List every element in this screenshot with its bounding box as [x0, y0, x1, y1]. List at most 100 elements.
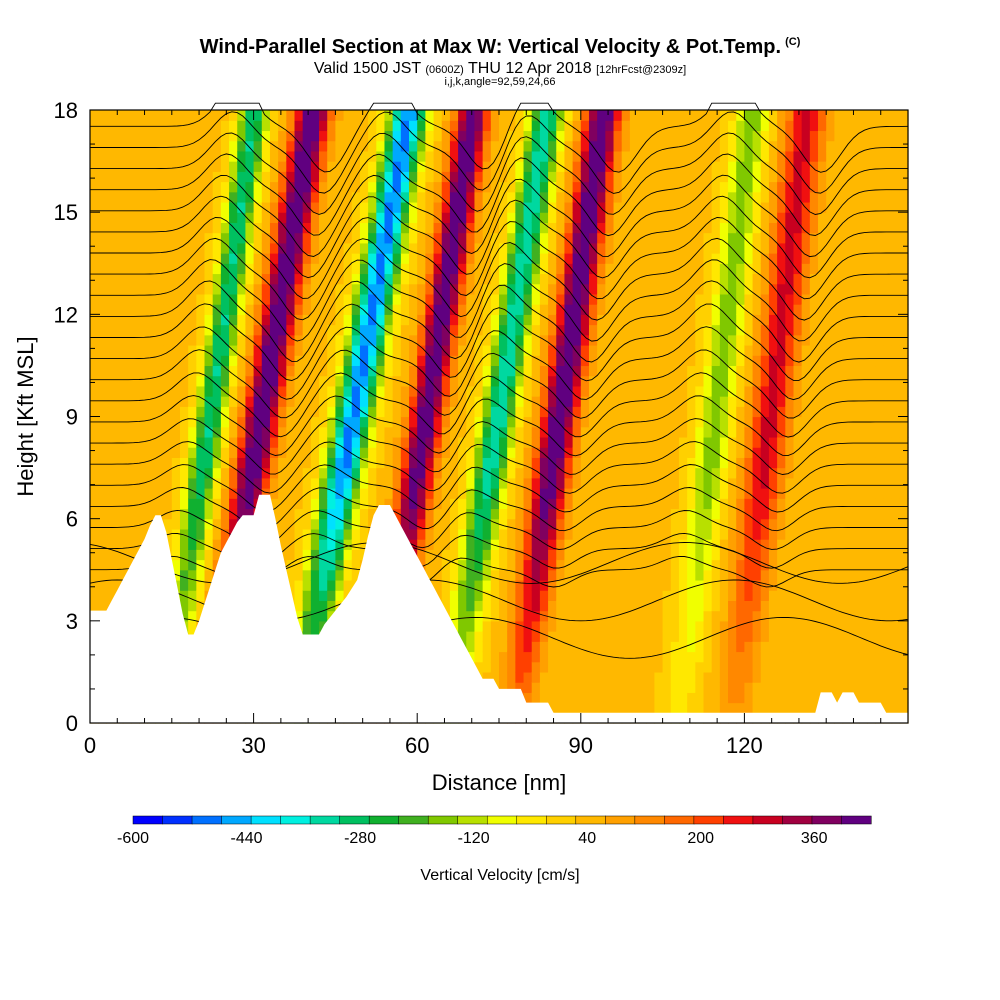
- velocity-cell: [155, 447, 165, 458]
- velocity-cell: [760, 222, 770, 234]
- velocity-cell: [269, 355, 279, 367]
- velocity-cell: [327, 334, 336, 346]
- velocity-cell: [728, 702, 737, 714]
- velocity-cell: [368, 263, 377, 275]
- velocity-cell: [654, 365, 664, 377]
- velocity-cell: [155, 436, 165, 448]
- velocity-cell: [736, 396, 745, 407]
- velocity-cell: [605, 344, 615, 356]
- velocity-cell: [646, 120, 656, 132]
- velocity-cell: [482, 528, 492, 540]
- velocity-cell: [638, 600, 647, 612]
- velocity-cell: [687, 396, 696, 407]
- velocity-cell: [564, 426, 574, 438]
- velocity-cell: [719, 385, 729, 397]
- velocity-cell: [269, 488, 279, 499]
- velocity-cell: [409, 140, 418, 152]
- velocity-cell: [752, 610, 762, 622]
- velocity-cell: [343, 191, 353, 203]
- velocity-cell: [409, 242, 418, 254]
- velocity-cell: [433, 365, 443, 377]
- velocity-cell: [409, 222, 418, 234]
- velocity-cell: [711, 253, 721, 264]
- velocity-cell: [220, 365, 230, 377]
- velocity-cell: [229, 477, 238, 489]
- velocity-cell: [269, 365, 279, 377]
- velocity-cell: [147, 253, 157, 264]
- velocity-cell: [638, 273, 647, 285]
- velocity-cell: [425, 161, 435, 172]
- velocity-cell: [319, 171, 328, 183]
- velocity-cell: [106, 242, 116, 254]
- velocity-cell: [163, 232, 173, 244]
- velocity-cell: [580, 242, 590, 254]
- velocity-cell: [662, 293, 672, 305]
- velocity-cell: [719, 324, 729, 336]
- velocity-cell: [703, 406, 713, 418]
- velocity-cell: [196, 375, 206, 387]
- velocity-cell: [507, 253, 516, 264]
- velocity-cell: [539, 212, 549, 223]
- velocity-cell: [343, 569, 353, 581]
- velocity-cell: [466, 273, 476, 285]
- velocity-cell: [458, 406, 467, 418]
- velocity-cell: [204, 355, 214, 367]
- velocity-cell: [728, 344, 737, 356]
- velocity-cell: [220, 477, 230, 489]
- velocity-cell: [384, 242, 394, 254]
- velocity-cell: [269, 161, 279, 172]
- velocity-cell: [539, 447, 549, 458]
- velocity-cell: [629, 120, 639, 132]
- velocity-cell: [703, 590, 713, 601]
- velocity-cell: [163, 171, 173, 183]
- velocity-cell: [744, 273, 754, 285]
- velocity-cell: [678, 488, 688, 499]
- velocity-cell: [425, 467, 435, 479]
- velocity-cell: [490, 365, 500, 377]
- velocity-cell: [212, 508, 222, 520]
- velocity-cell: [638, 447, 647, 458]
- velocity-cell: [580, 253, 590, 264]
- velocity-cell: [212, 140, 222, 152]
- velocity-cell: [229, 140, 238, 152]
- velocity-cell: [564, 702, 574, 714]
- velocity-cell: [588, 334, 598, 346]
- velocity-cell: [539, 171, 549, 183]
- velocity-cell: [687, 477, 696, 489]
- velocity-cell: [752, 273, 762, 285]
- velocity-cell: [441, 569, 451, 581]
- velocity-cell: [466, 212, 476, 223]
- velocity-cell: [531, 293, 541, 305]
- velocity-cell: [253, 457, 263, 469]
- velocity-cell: [474, 365, 484, 377]
- velocity-cell: [597, 110, 606, 121]
- velocity-cell: [629, 222, 639, 234]
- velocity-cell: [409, 324, 418, 336]
- velocity-cell: [474, 549, 484, 561]
- velocity-cell: [752, 232, 762, 244]
- velocity-cell: [572, 201, 582, 213]
- velocity-cell: [319, 477, 328, 489]
- velocity-cell: [302, 201, 312, 213]
- velocity-cell: [736, 569, 745, 581]
- velocity-cell: [384, 365, 394, 377]
- velocity-cell: [728, 130, 737, 142]
- velocity-cell: [376, 385, 386, 397]
- velocity-cell: [139, 436, 148, 448]
- velocity-cell: [580, 498, 590, 510]
- velocity-cell: [695, 304, 705, 315]
- velocity-cell: [695, 651, 705, 663]
- velocity-cell: [220, 222, 230, 234]
- velocity-cell: [515, 436, 525, 448]
- velocity-cell: [687, 334, 696, 346]
- velocity-cell: [687, 651, 696, 663]
- velocity-cell: [548, 232, 557, 244]
- velocity-cell: [703, 181, 713, 193]
- velocity-cell: [703, 171, 713, 183]
- velocity-cell: [433, 569, 443, 581]
- velocity-cell: [343, 293, 353, 305]
- velocity-cell: [613, 120, 623, 132]
- velocity-cell: [728, 518, 737, 530]
- velocity-cell: [163, 365, 173, 377]
- velocity-cell: [523, 314, 533, 326]
